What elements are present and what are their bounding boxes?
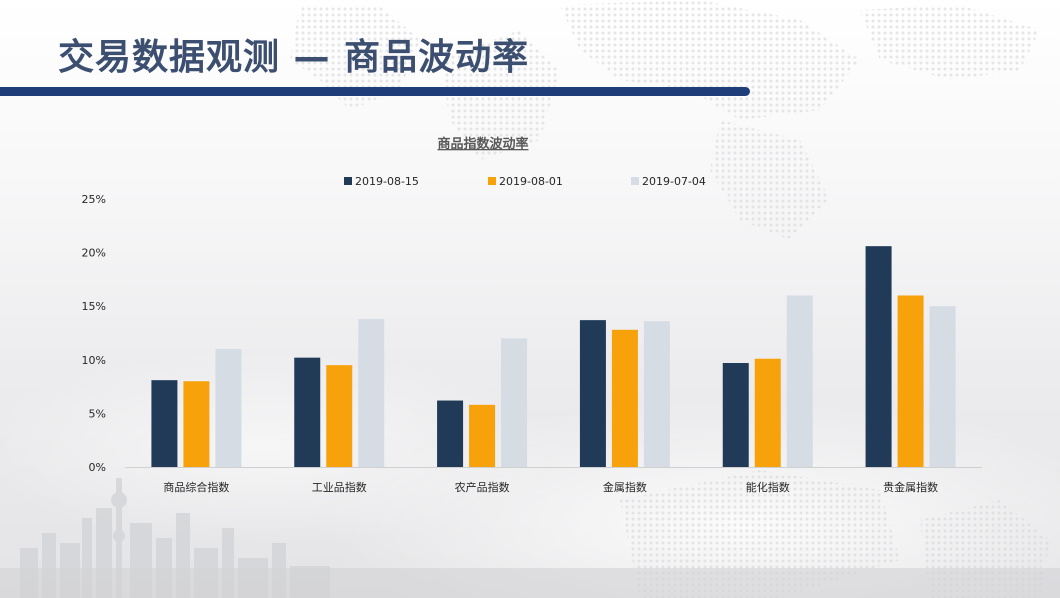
bar <box>215 349 242 467</box>
chart-title: 商品指数波动率 <box>437 136 528 152</box>
bar <box>579 320 606 467</box>
y-tick-label: 0% <box>89 461 106 474</box>
y-tick-label: 25% <box>82 193 106 206</box>
bar <box>469 404 496 467</box>
bar <box>722 363 749 467</box>
title-rule <box>0 87 750 96</box>
bar <box>897 295 924 467</box>
bar <box>294 357 321 467</box>
legend-swatch <box>631 177 639 185</box>
chart-legend: 2019-08-15 2019-08-01 2019-07-04 <box>344 175 706 188</box>
x-axis: 商品综合指数 工业品指数 农产品指数 金属指数 能化指数 贵金属指数 <box>163 480 938 494</box>
bar <box>754 358 781 467</box>
bar <box>786 295 813 467</box>
bar <box>865 246 892 467</box>
bar <box>358 319 385 467</box>
legend-item: 2019-08-01 <box>488 175 563 188</box>
y-tick-label: 15% <box>82 300 106 313</box>
legend-label: 2019-08-15 <box>355 175 419 188</box>
y-tick-label: 10% <box>82 354 106 367</box>
bar-series <box>151 246 956 467</box>
x-tick-label: 工业品指数 <box>312 480 367 494</box>
legend-item: 2019-07-04 <box>631 175 706 188</box>
y-axis: 0% 5% 10% 15% 20% 25% <box>82 193 106 474</box>
y-tick-label: 5% <box>89 407 106 420</box>
legend-label: 2019-08-01 <box>499 175 563 188</box>
bar <box>437 400 464 467</box>
bar <box>929 306 956 467</box>
bar <box>501 338 528 467</box>
bar <box>643 321 670 467</box>
x-tick-label: 金属指数 <box>603 480 647 494</box>
x-tick-label: 农产品指数 <box>455 480 510 494</box>
legend-swatch <box>488 177 496 185</box>
y-tick-label: 20% <box>82 247 106 260</box>
legend-swatch <box>344 177 352 185</box>
legend-label: 2019-07-04 <box>642 175 706 188</box>
x-tick-label: 商品综合指数 <box>163 480 229 494</box>
bar <box>183 381 210 467</box>
slide-title: 交易数据观测 — 商品波动率 <box>58 37 530 78</box>
legend-item: 2019-08-15 <box>344 175 419 188</box>
x-tick-label: 贵金属指数 <box>883 480 938 494</box>
x-tick-label: 能化指数 <box>746 480 790 494</box>
bar <box>611 329 638 467</box>
bar <box>326 365 353 467</box>
bar <box>151 380 178 467</box>
